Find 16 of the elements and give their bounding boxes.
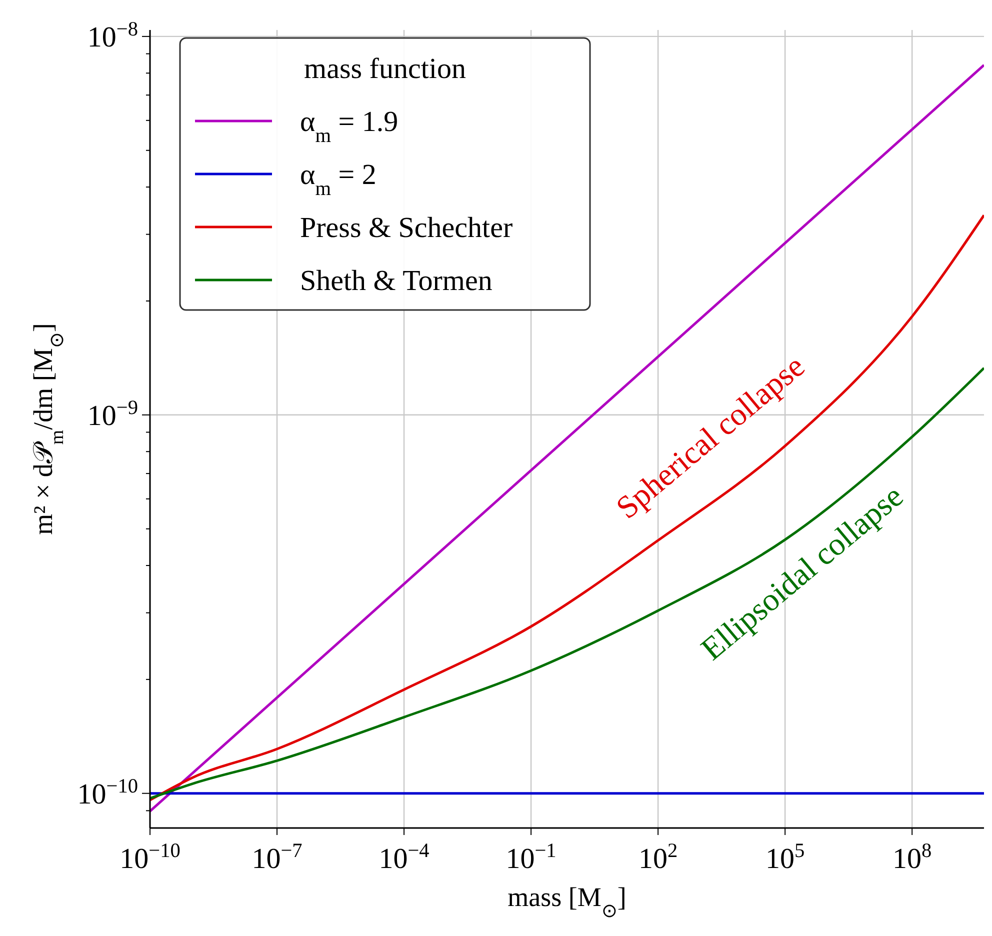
x-tick-label: 10$^{−7}$	[252, 840, 302, 875]
legend-label: Sheth & Tormen	[300, 265, 493, 297]
legend-label: α$_{m}$ = 1.9	[300, 106, 398, 147]
x-tick-label: 10$^{−1}$	[506, 840, 556, 875]
y-tick-label: 10$^{−9}$	[87, 396, 138, 432]
x-tick-label: 10$^{5}$	[765, 840, 805, 875]
y-tick-label: 10$^{−10}$	[77, 775, 138, 810]
x-axis-title: mass [M$_{⊙}$]	[508, 882, 626, 922]
x-tick-label: 10$^{8}$	[892, 840, 932, 875]
x-tick-label: 10$^{−4}$	[378, 840, 430, 875]
legend-title: mass function	[304, 53, 466, 85]
x-tick-label: 10$^{−10}$	[120, 840, 180, 875]
legend-label: α$_{m}$ = 2	[300, 159, 376, 200]
legend-label: Press & Schechter	[300, 212, 513, 244]
x-tick-label: 10$^{2}$	[638, 840, 678, 875]
y-tick-label: 10$^{−8}$	[87, 18, 138, 54]
